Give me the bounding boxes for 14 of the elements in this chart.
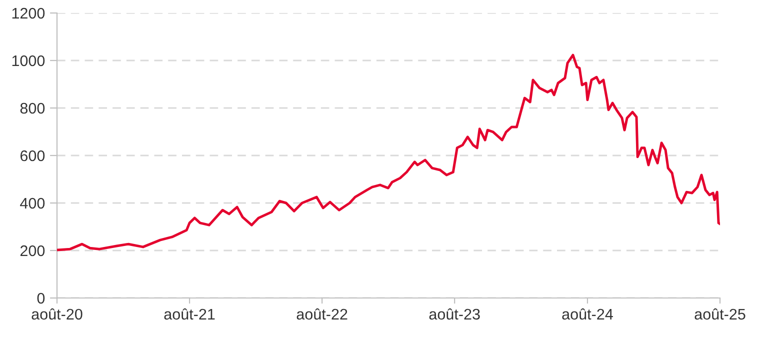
x-tick-label: août-22 <box>296 308 348 320</box>
x-tick-label: août-25 <box>694 308 746 320</box>
y-tick-label: 800 <box>20 102 45 114</box>
y-tick-label: 1000 <box>12 55 45 66</box>
y-tick-label: 0 <box>37 292 45 304</box>
line-series <box>57 54 720 252</box>
x-tick-label: août-24 <box>562 308 613 320</box>
y-tick-label: 600 <box>20 150 45 162</box>
y-tick-label: 200 <box>20 245 45 256</box>
y-tick-label: 1200 <box>12 8 45 19</box>
x-tick-label: août-20 <box>32 308 82 320</box>
x-tick-label: août-23 <box>429 308 480 320</box>
y-tick-label: 400 <box>20 198 45 209</box>
x-tick-label: août-21 <box>164 308 215 320</box>
